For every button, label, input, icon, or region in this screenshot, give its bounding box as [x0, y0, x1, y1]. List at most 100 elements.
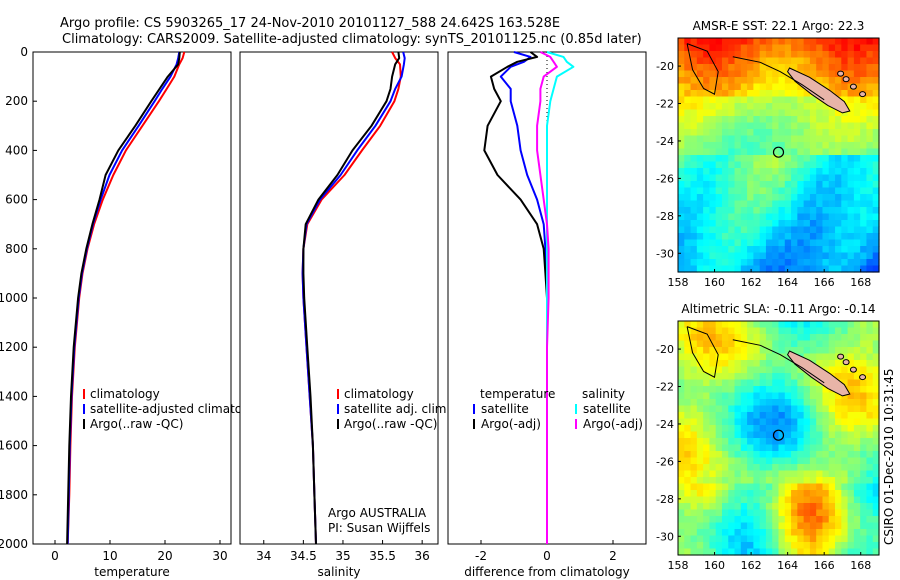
map-cell [809, 213, 817, 221]
map-cell [765, 483, 773, 491]
map-cell [715, 496, 723, 504]
map-cell [721, 187, 729, 195]
axes-frame [32, 51, 232, 545]
map-cell [803, 477, 811, 485]
map-cell [728, 103, 736, 111]
map-cell [791, 542, 798, 550]
map-cell [765, 233, 773, 241]
map-cell [841, 418, 849, 426]
map-cell [703, 431, 711, 439]
map-cell [809, 122, 817, 130]
loyalty-island [849, 366, 857, 373]
map-cell [866, 116, 874, 124]
map-cell [797, 477, 805, 485]
map-cell [784, 96, 792, 104]
map-cell [678, 226, 685, 234]
map-cell [684, 418, 692, 426]
map-cell [747, 220, 754, 228]
map-cell [816, 548, 824, 556]
map-cell [696, 200, 704, 208]
map-cell [835, 226, 842, 234]
map-cell [866, 431, 874, 439]
map-cell [690, 226, 698, 234]
map-cell [765, 405, 773, 413]
map-cell [734, 70, 742, 78]
map-cell [828, 412, 836, 420]
map-cell [835, 535, 842, 543]
map-cell [759, 213, 767, 221]
map-cell [791, 220, 798, 228]
map-cell [778, 321, 786, 329]
map-cell [765, 548, 773, 556]
map-cell [791, 246, 798, 254]
map-cell [678, 516, 685, 524]
map-cell [872, 213, 880, 221]
map-cell [703, 347, 711, 355]
map-cell [816, 148, 824, 156]
map-cell [860, 438, 868, 446]
map-cell [753, 392, 761, 400]
map-cell [828, 366, 836, 374]
map-cell [690, 38, 698, 46]
map-cell [822, 529, 830, 537]
map-cell [690, 399, 698, 407]
map-cell [734, 200, 742, 208]
map-cell [684, 509, 692, 517]
map-cell [816, 542, 824, 550]
map-cell [753, 535, 761, 543]
map-cell [772, 44, 780, 52]
series-line-salinity-argo-adj- [536, 51, 558, 544]
map-cell [747, 535, 754, 543]
map-cell [753, 103, 761, 111]
map-cell [828, 64, 836, 72]
map-cell [797, 535, 805, 543]
map-cell [678, 412, 685, 420]
map-cell [740, 327, 748, 335]
map-cell [822, 181, 830, 189]
map-cell [690, 522, 698, 530]
map-cell [853, 529, 861, 537]
map-cell [809, 265, 817, 273]
map-cell [678, 334, 685, 342]
map-cell [734, 373, 742, 381]
map-cell [734, 103, 742, 111]
map-cell [872, 129, 880, 137]
map-cell [684, 542, 692, 550]
map-cell [721, 386, 729, 394]
map-cell [728, 548, 736, 556]
map-cell [853, 477, 861, 485]
map-cell [791, 38, 798, 46]
map-cell [860, 412, 868, 420]
map-cell [803, 155, 811, 163]
map-cell [728, 246, 736, 254]
map-cell [860, 548, 868, 556]
map-cell [872, 226, 880, 234]
x-tick-label: -2 [475, 549, 487, 563]
map-cell [747, 155, 754, 163]
map-cell [828, 142, 836, 150]
map-cell [816, 431, 824, 439]
map-cell [696, 155, 704, 163]
map-cell [860, 425, 868, 433]
map-cell [860, 142, 868, 150]
map-cell [828, 246, 836, 254]
map-cell [734, 252, 742, 260]
legend-label: Argo(-adj) [583, 417, 643, 431]
map-cell [778, 496, 786, 504]
map-cell [853, 265, 861, 273]
map-cell [809, 194, 817, 202]
map-cell [765, 360, 773, 368]
map-cell [696, 259, 704, 267]
map-cell [797, 200, 805, 208]
map-cell [872, 490, 880, 498]
map-cell [740, 321, 748, 329]
map-cell [759, 483, 767, 491]
map-cell [772, 51, 780, 59]
map-cell [690, 340, 698, 348]
map-cell [678, 535, 685, 543]
map-cell [828, 444, 836, 452]
map-cell [765, 522, 773, 530]
map-cell [853, 503, 861, 511]
map-cell [715, 233, 723, 241]
map-cell [835, 373, 842, 381]
